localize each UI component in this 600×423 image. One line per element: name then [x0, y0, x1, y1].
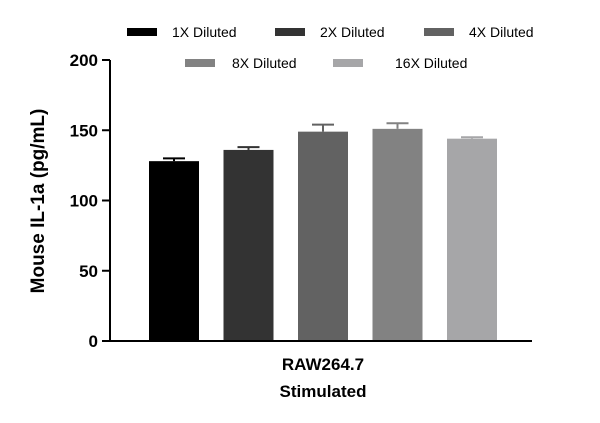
legend-swatch-4: [185, 59, 215, 67]
bar-1: [149, 161, 199, 341]
y-axis: 0 50 100 150 200: [70, 51, 532, 351]
legend-label-1: 1X Diluted: [172, 24, 237, 40]
y-tick-label-150: 150: [70, 121, 98, 140]
y-tick-label-50: 50: [79, 262, 98, 281]
legend-label-4: 8X Diluted: [232, 55, 297, 71]
bar-3: [298, 131, 348, 341]
y-tick-label-100: 100: [70, 192, 98, 211]
bar-4: [372, 128, 423, 341]
legend-label-3: 4X Diluted: [469, 24, 534, 40]
legend-swatch-2: [275, 28, 305, 36]
category-label-line1: RAW264.7: [282, 355, 364, 374]
y-tick-label-0: 0: [89, 332, 98, 351]
legend-swatch-3: [424, 28, 454, 36]
y-tick-label-200: 200: [70, 51, 98, 70]
category-label-line2: Stimulated: [280, 382, 367, 401]
legend-label-2: 2X Diluted: [320, 24, 385, 40]
bar-group: [149, 122, 497, 341]
legend-swatch-1: [127, 28, 157, 36]
legend-label-5: 16X Diluted: [395, 55, 467, 71]
bar-2: [223, 149, 274, 341]
y-axis-title: Mouse IL-1a (pg/mL): [28, 109, 49, 294]
legend-swatch-5: [333, 59, 363, 67]
legend: 1X Diluted 2X Diluted 4X Diluted 8X Diluted…: [127, 24, 534, 71]
bar-5: [447, 138, 497, 341]
